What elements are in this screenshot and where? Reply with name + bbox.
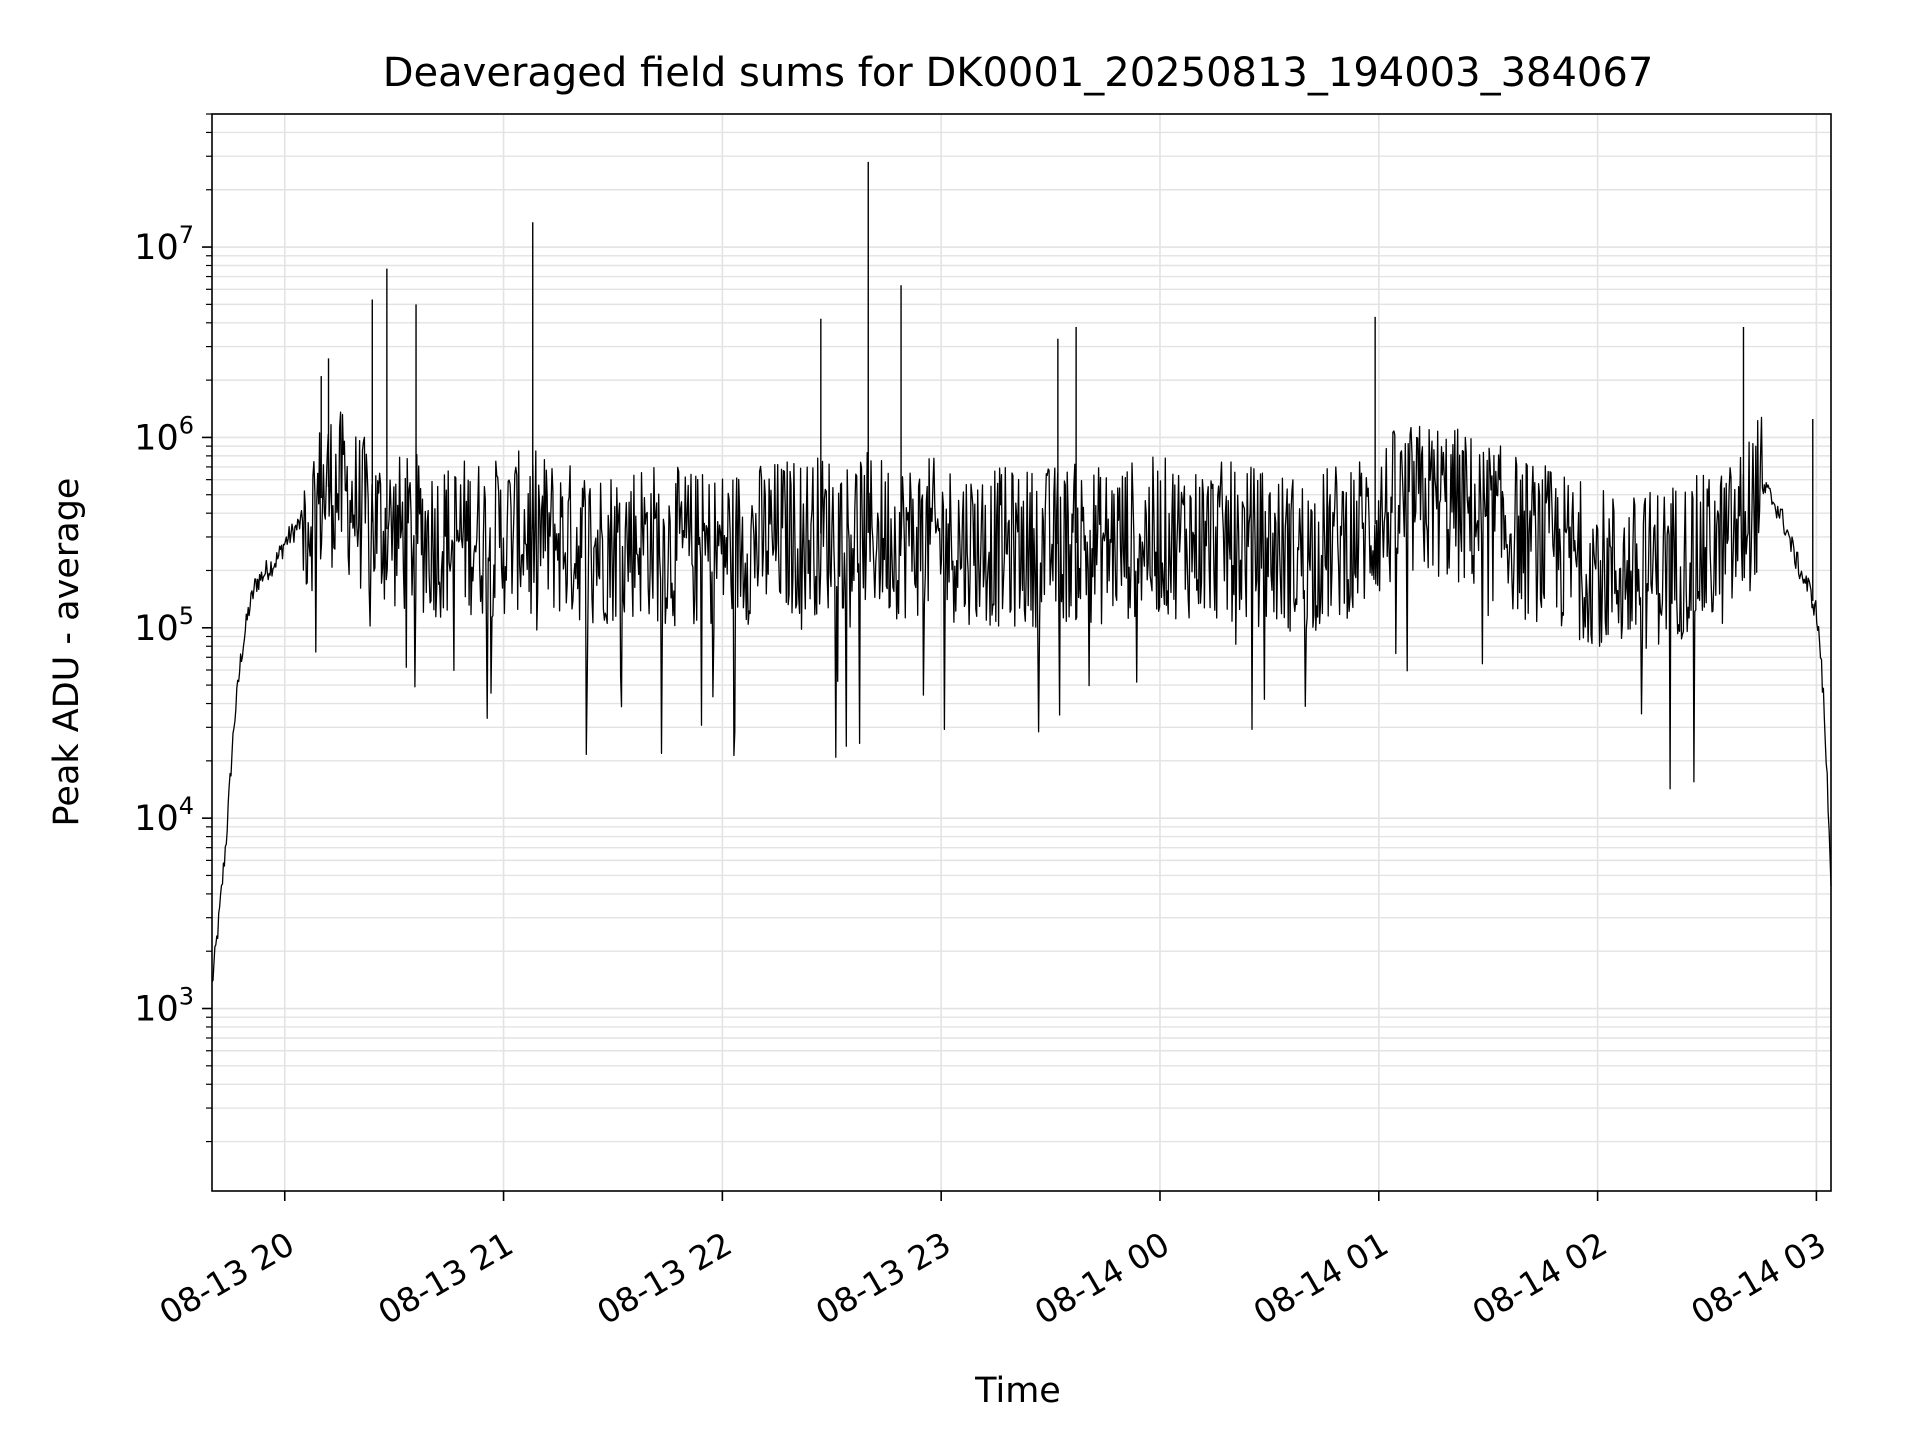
y-tick-base: 10: [134, 799, 179, 839]
y-tick-label: 106: [134, 411, 194, 458]
series-layer: [211, 161, 1832, 983]
y-tick-base: 10: [134, 990, 179, 1030]
y-tick-label: 105: [134, 602, 194, 649]
y-tick-exponent: 7: [179, 221, 194, 249]
minor-gridlines: [212, 113, 1831, 1143]
y-tick-base: 10: [134, 418, 179, 458]
y-tick-label: 103: [134, 983, 194, 1030]
y-tick-label: 107: [134, 221, 194, 268]
plot-area-frame: [211, 113, 1832, 1192]
chart-title: Deaveraged field sums for DK0001_2025081…: [383, 50, 1654, 96]
series-line: [211, 411, 1832, 983]
y-tick-base: 10: [134, 228, 179, 268]
y-tick-exponent: 3: [179, 983, 194, 1011]
y-tick-exponent: 5: [179, 602, 194, 630]
y-tick-exponent: 6: [179, 411, 194, 439]
x-axis-label: Time: [974, 1371, 1061, 1411]
y-axis-label: Peak ADU - average: [47, 478, 87, 827]
y-tick-exponent: 4: [179, 792, 194, 820]
y-tick-base: 10: [134, 609, 179, 649]
major-gridlines: [212, 114, 1831, 1191]
y-tick-label: 104: [134, 792, 194, 839]
